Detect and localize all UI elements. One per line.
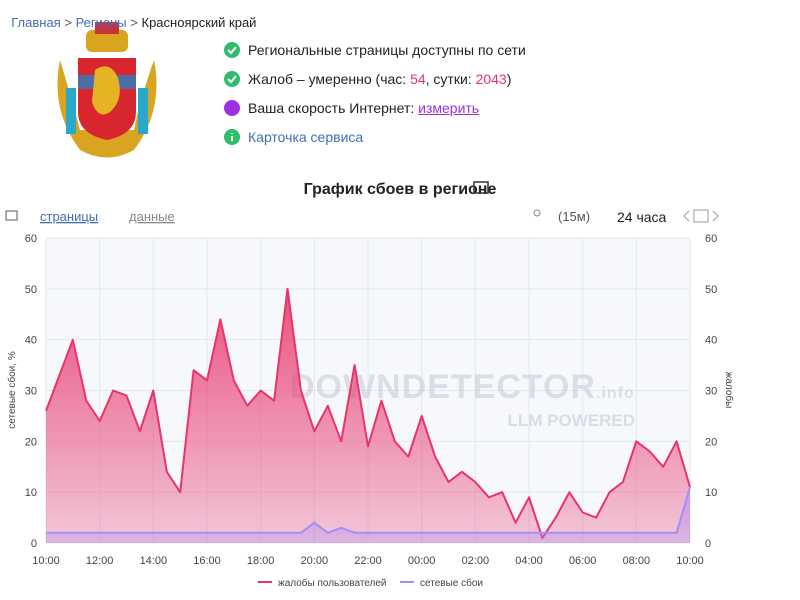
- crumb-current: Красноярский край: [141, 15, 257, 30]
- x-tick-label: 04:00: [515, 555, 543, 567]
- x-tick-label: 02:00: [462, 555, 490, 567]
- service-card-link[interactable]: Карточка сервиса: [248, 129, 364, 145]
- area: [46, 487, 690, 543]
- ok-icon: [224, 42, 240, 58]
- y-tick-label: 0: [31, 538, 37, 550]
- speed-link[interactable]: измерить: [418, 100, 480, 116]
- crumb-home[interactable]: Главная: [11, 15, 61, 30]
- calendar-icon[interactable]: [693, 209, 709, 223]
- y2-tick-label: 0: [705, 538, 711, 550]
- status-speed: Ваша скорость Интернет: измерить: [248, 100, 479, 116]
- y2-tick-label: 20: [705, 436, 717, 448]
- text: ): [506, 71, 512, 87]
- y2-tick-label: 10: [705, 487, 717, 499]
- crumb-regions[interactable]: Регионы: [75, 15, 127, 30]
- series-line: [46, 486, 691, 534]
- watermark-suffix: .info: [596, 385, 635, 402]
- x-tick-label: 22:00: [354, 555, 382, 567]
- coat-of-arms: [57, 22, 157, 158]
- x-tick-label: 10:00: [32, 555, 60, 567]
- chart-title: График сбоев в регионе: [304, 181, 497, 198]
- y-tick-label: 10: [25, 487, 37, 499]
- period[interactable]: 24 часа: [617, 209, 667, 225]
- series-line: [45, 287, 691, 539]
- x-tick-label: 08:00: [623, 555, 651, 567]
- text: Жалоб – умеренно (час:: [248, 71, 411, 87]
- y2-axis-label: жалобы: [723, 372, 735, 409]
- breadcrumb: Главная > Регионы > Красноярский край: [11, 15, 257, 30]
- user-icon[interactable]: [533, 209, 541, 217]
- y-tick-label: 30: [25, 386, 37, 398]
- watermark: DOWNDETECTOR.info: [290, 368, 635, 406]
- watermark-sub: LLM POWERED: [508, 411, 636, 430]
- text: Ваша скорость Интернет:: [248, 100, 419, 116]
- legend-label: сетевые сбои: [420, 577, 483, 589]
- ok-icon: [224, 71, 240, 87]
- tab-data[interactable]: данные: [129, 209, 175, 224]
- y-tick-label: 20: [25, 436, 37, 448]
- status-network: Региональные страницы доступны по сети: [248, 42, 526, 58]
- y-tick-label: 50: [25, 284, 37, 296]
- y2-tick-label: 60: [705, 233, 717, 245]
- x-tick-label: 06:00: [569, 555, 597, 567]
- monitor-icon: [473, 181, 489, 194]
- x-tick-label: 12:00: [86, 555, 114, 567]
- info-icon: [224, 129, 240, 145]
- y-axis-label: сетевые сбои, %: [6, 351, 18, 429]
- speed-icon: [224, 100, 240, 116]
- period-arrows[interactable]: [683, 210, 719, 222]
- interval[interactable]: (15м): [558, 209, 590, 224]
- x-tick-label: 20:00: [301, 555, 329, 567]
- y2-tick-label: 40: [705, 335, 717, 347]
- y2-tick-label: 50: [705, 284, 717, 296]
- x-tick-label: 16:00: [193, 555, 221, 567]
- x-tick-label: 18:00: [247, 555, 275, 567]
- legend-label: жалобы пользователей: [278, 577, 387, 589]
- camera-icon[interactable]: [5, 210, 18, 221]
- x-tick-label: 00:00: [408, 555, 436, 567]
- complaints-hour: 54: [410, 71, 426, 87]
- y-tick-label: 40: [25, 335, 37, 347]
- status-complaints: Жалоб – умеренно (час: 54, сутки: 2043): [248, 71, 511, 87]
- area: [46, 288, 690, 543]
- y-tick-label: 60: [25, 233, 37, 245]
- text: , сутки:: [425, 71, 476, 87]
- y2-tick-label: 30: [705, 386, 717, 398]
- x-tick-label: 10:00: [676, 555, 704, 567]
- watermark-main: DOWNDETECTOR: [290, 368, 596, 406]
- complaints-day: 2043: [475, 71, 507, 87]
- x-tick-label: 14:00: [140, 555, 168, 567]
- tab-pages[interactable]: страницы: [40, 209, 98, 224]
